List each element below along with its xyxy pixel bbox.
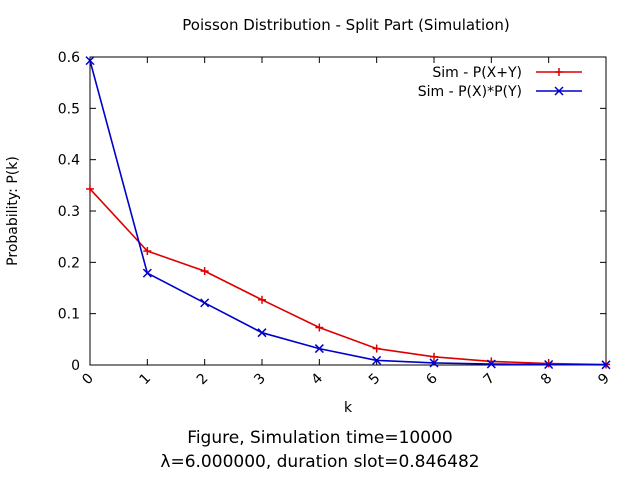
y-tick-label: 0.3 xyxy=(58,204,80,220)
series-2-point xyxy=(372,355,382,365)
axes: 0 0.1 0.2 0.3 0.4 0.5 0.6 0 1 2 3 4 5 6 7 8 9 xyxy=(58,50,613,388)
series-2-point xyxy=(544,359,554,370)
series-line-1 xyxy=(89,188,607,366)
x-tick-label: 6 xyxy=(423,370,441,388)
legend-label: Sim - P(X)*P(Y) xyxy=(418,84,522,100)
chart: Poisson Distribution - Split Part (Simul… xyxy=(5,16,613,416)
series-layer xyxy=(85,56,611,370)
series-1-point xyxy=(258,295,266,304)
x-axis-label: k xyxy=(344,400,353,416)
y-tick-label: 0.6 xyxy=(58,50,80,66)
series-line-2 xyxy=(89,60,607,366)
x-tick-label: 2 xyxy=(194,371,212,389)
series-2-point xyxy=(429,358,439,368)
series-1-point xyxy=(143,247,152,256)
y-axis-label: Probability: P(k) xyxy=(5,156,21,266)
y-tick-label: 0 xyxy=(71,358,80,374)
x-tick-label: 1 xyxy=(137,371,155,389)
figure-caption-line-2: λ=6.000000, duration slot=0.846482 xyxy=(160,452,480,472)
series-2-point xyxy=(314,344,324,354)
series-1-point xyxy=(200,267,209,276)
x-tick-label: 4 xyxy=(309,370,327,388)
y-tick-label: 0.5 xyxy=(58,101,80,117)
series-2-point xyxy=(601,360,611,370)
plot-frame xyxy=(89,56,607,366)
series-1-point xyxy=(315,323,324,332)
chart-title: Poisson Distribution - Split Part (Simul… xyxy=(182,16,509,34)
series-2-point xyxy=(85,56,95,66)
legend: Sim - P(X+Y) Sim - P(X)*P(Y) xyxy=(418,65,582,100)
x-tick-label: 7 xyxy=(481,371,499,389)
y-tick-label: 0.2 xyxy=(58,255,80,271)
y-tick-label: 0.1 xyxy=(58,307,80,323)
series-1-point xyxy=(372,344,381,353)
series-1-point xyxy=(86,184,94,193)
series-2-point xyxy=(486,359,496,369)
legend-marker xyxy=(555,68,563,76)
figure-caption-line-1: Figure, Simulation time=10000 xyxy=(187,428,453,448)
series-2-point xyxy=(142,268,152,278)
legend-marker xyxy=(554,86,564,96)
x-tick-label: 9 xyxy=(595,371,613,389)
y-tick-label: 0.4 xyxy=(58,153,80,169)
series-2-point xyxy=(200,298,210,308)
series-1-point xyxy=(430,352,438,361)
x-tick-label: 3 xyxy=(251,371,269,389)
x-tick-label: 8 xyxy=(538,371,556,389)
x-tick-label: 5 xyxy=(366,371,384,389)
x-tick-label: 0 xyxy=(79,371,97,389)
series-2-point xyxy=(257,328,267,338)
legend-label: Sim - P(X+Y) xyxy=(432,65,522,81)
